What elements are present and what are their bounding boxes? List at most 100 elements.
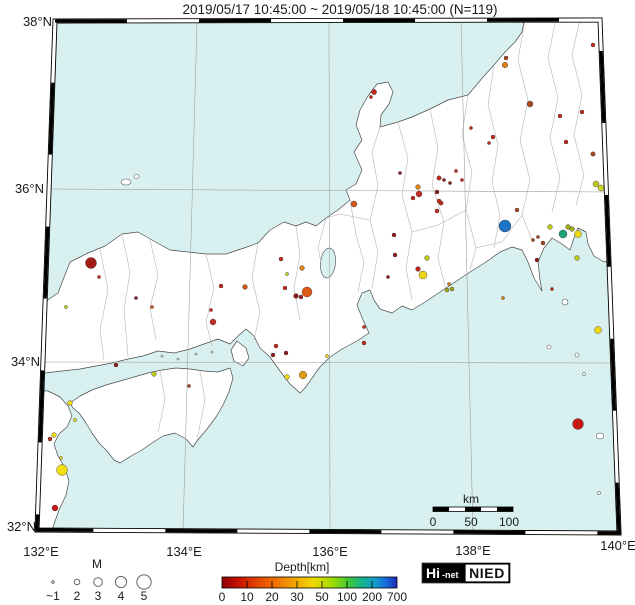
quake-dot bbox=[242, 284, 248, 290]
quake-dot bbox=[325, 354, 329, 358]
depth-tick-label: 50 bbox=[315, 590, 329, 604]
magnitude-sample-circle bbox=[136, 574, 152, 590]
quake-dot bbox=[572, 418, 584, 430]
quake-dot bbox=[454, 169, 458, 173]
quake-dot bbox=[301, 286, 313, 298]
quake-dot bbox=[113, 362, 119, 368]
lon-label: 134°E bbox=[166, 544, 202, 559]
quake-dot bbox=[150, 305, 154, 309]
quake-dot bbox=[418, 270, 428, 280]
quake-dot bbox=[579, 109, 585, 115]
quake-dot bbox=[56, 464, 68, 476]
quake-dot bbox=[97, 275, 101, 279]
lon-label: 138°E bbox=[455, 543, 491, 558]
quake-dot bbox=[273, 343, 279, 349]
lat-label: 32°N bbox=[7, 519, 36, 534]
quake-dot bbox=[270, 352, 276, 358]
quake-dot bbox=[590, 151, 596, 157]
quake-dot bbox=[594, 326, 602, 334]
quake-dot bbox=[592, 180, 600, 188]
quake-dot bbox=[369, 95, 373, 99]
epicenter-dots-layer bbox=[47, 42, 605, 512]
logo-net-text: -net bbox=[442, 570, 459, 580]
depth-tick-label: 20 bbox=[265, 590, 279, 604]
quake-dot bbox=[447, 282, 451, 286]
magnitude-sample-circle bbox=[51, 580, 55, 584]
scalebar-tick-label: 50 bbox=[464, 515, 478, 529]
map-scalebar: km 0 50 100 bbox=[430, 492, 520, 529]
quake-dot bbox=[362, 325, 366, 329]
scalebar-tick-label: 0 bbox=[430, 515, 437, 529]
page-title: 2019/05/17 10:45:00 ~ 2019/05/18 10:45:0… bbox=[182, 2, 497, 17]
quake-dot bbox=[460, 178, 464, 182]
depth-tick-label: 10 bbox=[240, 590, 254, 604]
shikoku-coastline bbox=[69, 367, 234, 464]
quake-dot bbox=[557, 113, 563, 119]
quake-dot bbox=[361, 340, 367, 346]
quake-dot bbox=[51, 504, 59, 512]
quake-dot bbox=[574, 230, 582, 238]
quake-dot bbox=[590, 42, 596, 48]
depth-tick-label: 100 bbox=[337, 590, 357, 604]
quake-dot bbox=[386, 275, 390, 279]
magnitude-sample-label: 3 bbox=[95, 589, 102, 603]
quake-dot bbox=[398, 171, 402, 175]
quake-dot bbox=[469, 126, 473, 130]
quake-dot bbox=[415, 184, 421, 190]
magnitude-sample-circle bbox=[93, 577, 103, 587]
quake-dot bbox=[218, 283, 224, 289]
quake-dot bbox=[85, 257, 97, 269]
quake-dot bbox=[501, 296, 505, 300]
quake-dot bbox=[350, 200, 358, 208]
scalebar-tick-label: 100 bbox=[499, 515, 519, 529]
quake-dot bbox=[444, 287, 450, 293]
quake-dot bbox=[563, 139, 569, 145]
quake-dot bbox=[392, 252, 398, 258]
quake-dot bbox=[47, 436, 53, 442]
quake-dot bbox=[293, 293, 299, 299]
quake-dot bbox=[67, 400, 73, 406]
depth-tick-label: 30 bbox=[290, 590, 304, 604]
quake-dot bbox=[209, 318, 217, 326]
honshu-coastline bbox=[37, 20, 619, 394]
quake-dot bbox=[547, 224, 553, 230]
depth-legend: Depth[km] 0 10 20 30 50 100 200 700 bbox=[219, 560, 408, 604]
quake-dot bbox=[436, 198, 442, 204]
depth-legend-title: Depth[km] bbox=[275, 560, 330, 574]
quake-dot bbox=[278, 256, 284, 262]
quake-dot bbox=[569, 226, 575, 232]
logo-hi-text: Hi bbox=[426, 565, 440, 581]
quake-dot bbox=[299, 265, 305, 271]
magnitude-sample-label: ~1 bbox=[46, 589, 60, 603]
quake-dot bbox=[442, 178, 446, 182]
quake-dot bbox=[536, 235, 540, 239]
quake-dot bbox=[151, 371, 157, 377]
quake-dot bbox=[490, 134, 496, 140]
quake-dot bbox=[285, 272, 289, 276]
quake-dot bbox=[526, 100, 534, 108]
lat-label: 36°N bbox=[15, 181, 44, 196]
quake-dot bbox=[531, 238, 535, 242]
hinet-nied-logo: Hi -net NIED bbox=[421, 562, 511, 584]
quake-dot bbox=[424, 255, 430, 261]
lon-label: 140°E bbox=[600, 538, 635, 553]
quake-dot bbox=[64, 305, 68, 309]
quake-dot bbox=[51, 432, 57, 438]
quake-dot bbox=[299, 371, 308, 380]
quake-dot bbox=[449, 286, 455, 292]
graticule-lines bbox=[42, 20, 617, 533]
quake-dot bbox=[503, 55, 509, 61]
quake-dot bbox=[487, 141, 491, 145]
lon-label: 132°E bbox=[23, 544, 59, 559]
quake-dot bbox=[73, 418, 77, 422]
magnitude-legend-title: M bbox=[92, 557, 102, 571]
prefecture-borders bbox=[99, 20, 585, 441]
logo-nied-text: NIED bbox=[469, 565, 505, 581]
quake-dot bbox=[448, 181, 452, 185]
magnitude-sample-label: 4 bbox=[118, 589, 125, 603]
lat-label: 34°N bbox=[11, 354, 40, 369]
magnitude-legend: M ~1 2 3 4 5 bbox=[46, 557, 152, 603]
depth-colorbar bbox=[221, 576, 398, 589]
magnitude-sample-label: 2 bbox=[74, 589, 81, 603]
